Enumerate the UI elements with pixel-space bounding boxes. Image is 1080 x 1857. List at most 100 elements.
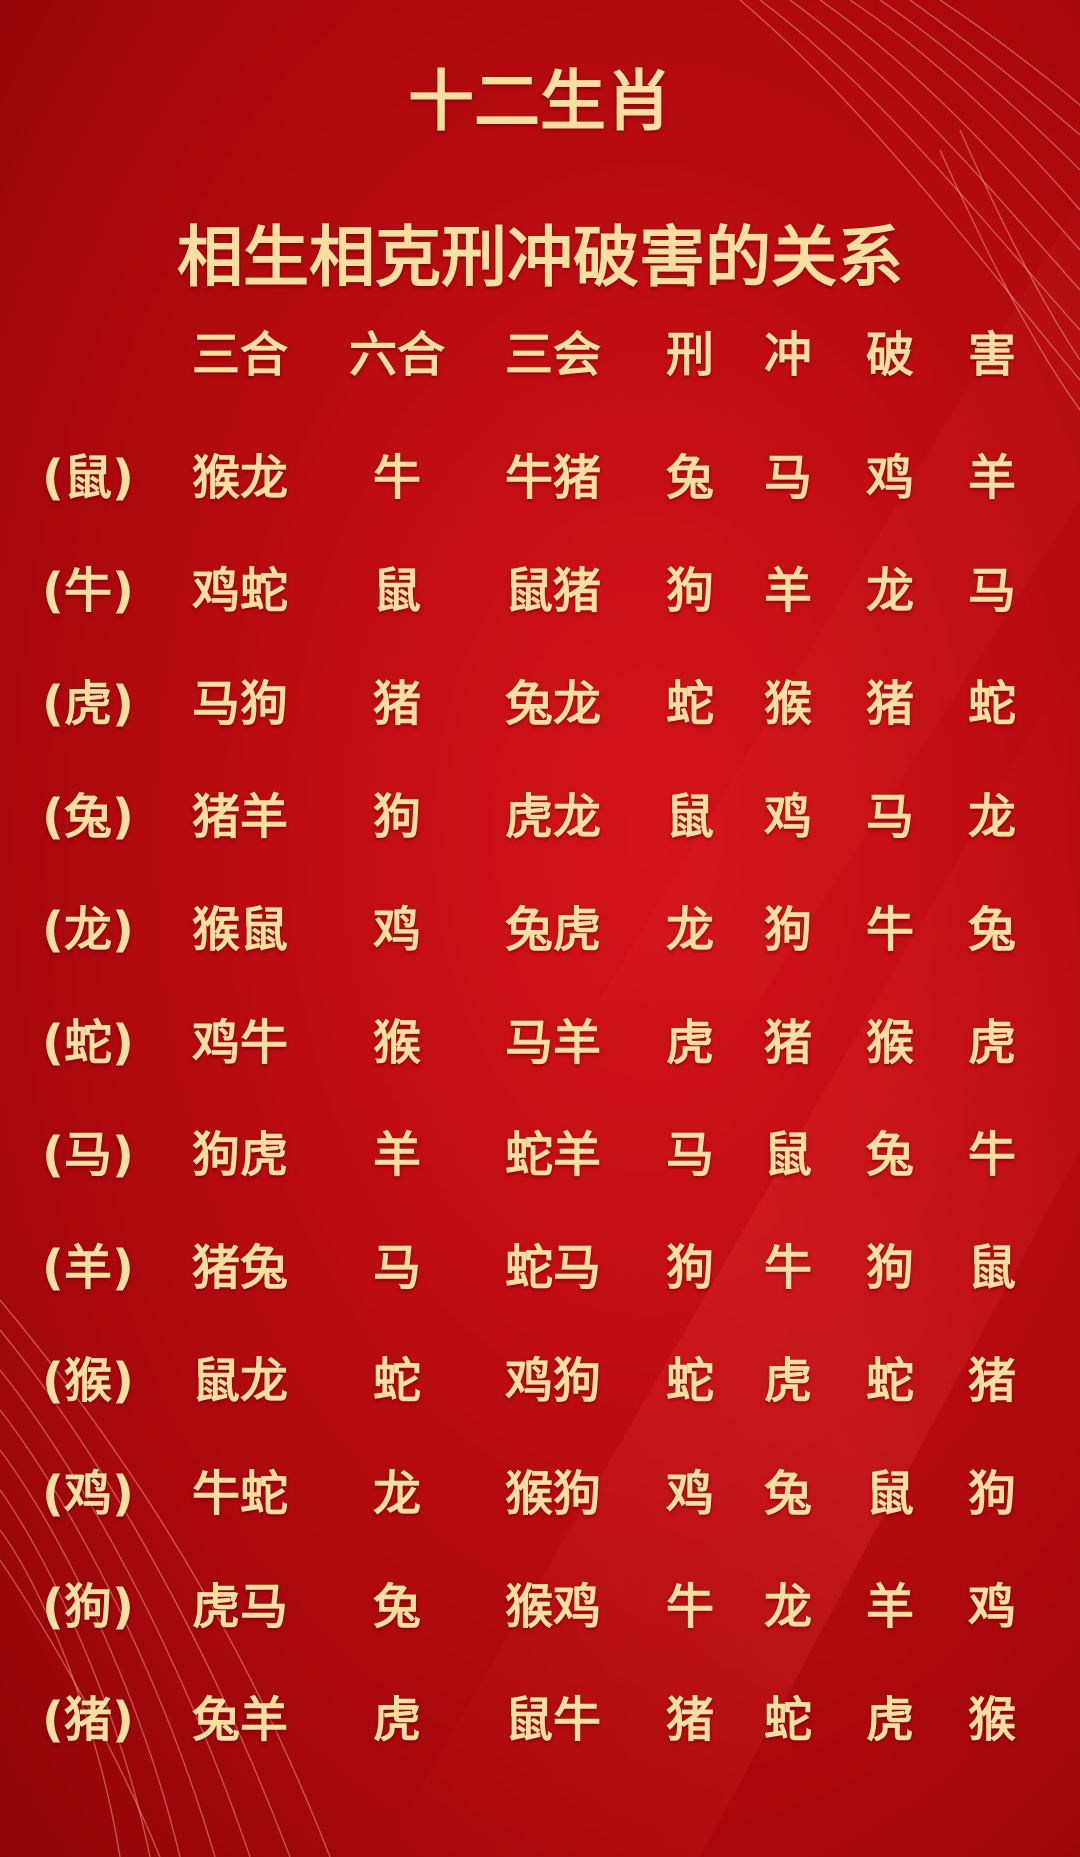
table-cell: 马	[372, 1240, 421, 1297]
table-cell: 兔	[865, 1127, 914, 1184]
table-cell: 虎	[665, 1014, 714, 1071]
table-cell: 兔	[665, 450, 714, 506]
table-cell: 龙	[763, 1579, 812, 1635]
table-cell: 蛇	[665, 675, 714, 732]
table-cell: 马狗	[191, 675, 288, 732]
table-cell: 鼠牛	[504, 1691, 601, 1748]
table-cell: 虎	[763, 1353, 812, 1410]
table-cell: 兔羊	[191, 1691, 288, 1748]
table-cell: 龙	[865, 562, 914, 619]
column-header: 刑	[665, 327, 714, 383]
row-animal-label: (羊)	[42, 1240, 134, 1297]
table-cell: 鼠猪	[504, 562, 601, 619]
table-cell: 猴	[865, 1014, 914, 1071]
table-cell: 狗	[967, 1466, 1016, 1523]
table-cell: 牛	[763, 1240, 812, 1297]
table-cell: 牛	[865, 901, 914, 958]
table-cell: 鸡	[967, 1579, 1016, 1635]
row-animal-label: (牛)	[42, 562, 134, 619]
table-cell: 猪	[372, 675, 421, 732]
row-animal-label: (猪)	[42, 1691, 134, 1748]
row-animal-label: (龙)	[42, 901, 134, 958]
table-cell: 狗	[763, 901, 812, 958]
table-cell: 虎	[372, 1691, 421, 1748]
table-cell: 马羊	[504, 1014, 601, 1071]
table-cell: 兔龙	[504, 675, 601, 732]
table-cell: 鸡	[372, 901, 421, 958]
table-cell: 猴鼠	[191, 901, 288, 958]
column-header: 冲	[763, 327, 812, 383]
table-cell: 蛇	[865, 1353, 914, 1410]
table-cell: 牛蛇	[191, 1466, 288, 1523]
table-cell: 猴	[967, 1691, 1016, 1748]
table-cell: 猪	[967, 1353, 1016, 1410]
row-animal-label: (马)	[42, 1127, 134, 1184]
table-cell: 蛇马	[504, 1240, 601, 1297]
table-cell: 马	[763, 450, 812, 506]
table-cell: 马	[665, 1127, 714, 1184]
table-cell: 蛇	[967, 675, 1016, 732]
table-cell: 鸡牛	[191, 1014, 288, 1071]
table-cell: 猪兔	[191, 1240, 288, 1297]
table-cell: 鸡蛇	[191, 562, 288, 619]
table-cell: 猪	[665, 1691, 714, 1748]
table-cell: 鸡	[665, 1466, 714, 1523]
table-cell: 狗	[372, 788, 421, 845]
table-cell: 狗	[665, 562, 714, 619]
table-cell: 狗	[665, 1240, 714, 1297]
table-cell: 蛇羊	[504, 1127, 601, 1184]
table-cell: 羊	[967, 450, 1016, 506]
table-cell: 蛇	[665, 1353, 714, 1410]
table-cell: 狗虎	[191, 1127, 288, 1184]
table-cell: 鼠	[372, 562, 421, 619]
title-line-1: 十二生肖	[408, 63, 672, 140]
table-cell: 猴	[372, 1014, 421, 1071]
row-animal-label: (鸡)	[42, 1466, 134, 1523]
table-cell: 猪羊	[191, 788, 288, 845]
title-line-2: 相生相克刑冲破害的关系	[177, 219, 903, 296]
row-animal-label: (蛇)	[42, 1014, 134, 1071]
table-cell: 猪	[865, 675, 914, 732]
table-cell: 虎马	[191, 1579, 288, 1635]
table-cell: 鸡狗	[504, 1353, 601, 1410]
table-cell: 蛇	[372, 1353, 421, 1410]
table-cell: 猴鸡	[504, 1579, 601, 1635]
row-animal-label: (狗)	[42, 1579, 134, 1635]
column-header: 六合	[348, 327, 445, 383]
table-cell: 鸡	[763, 788, 812, 845]
table-cell: 马	[865, 788, 914, 845]
table-cell: 鼠	[665, 788, 714, 845]
table-cell: 龙	[967, 788, 1016, 845]
table-cell: 牛	[372, 450, 421, 506]
table-cell: 鼠	[763, 1127, 812, 1184]
table-cell: 牛	[665, 1579, 714, 1635]
table-cell: 羊	[865, 1579, 914, 1635]
table-cell: 龙	[665, 901, 714, 958]
table-cell: 猴	[763, 675, 812, 732]
table-cell: 蛇	[763, 1691, 812, 1748]
table-cell: 兔虎	[504, 901, 601, 958]
table-cell: 鼠	[967, 1240, 1016, 1297]
table-cell: 猴狗	[504, 1466, 601, 1523]
table-cell: 虎	[865, 1691, 914, 1748]
table-cell: 兔	[372, 1579, 421, 1635]
table-cell: 马	[967, 562, 1016, 619]
table-cell: 虎	[967, 1014, 1016, 1071]
table-cell: 虎龙	[504, 788, 601, 845]
table-cell: 牛	[967, 1127, 1016, 1184]
row-animal-label: (鼠)	[42, 450, 134, 506]
table-cell: 鸡	[865, 450, 914, 506]
table-cell: 羊	[372, 1127, 421, 1184]
column-header: 害	[967, 327, 1016, 383]
row-animal-label: (虎)	[42, 675, 134, 732]
table-cell: 狗	[865, 1240, 914, 1297]
table-cell: 猴龙	[191, 450, 288, 506]
table-cell: 兔	[967, 901, 1016, 958]
column-header: 三会	[504, 327, 601, 383]
table-cell: 鼠	[865, 1466, 914, 1523]
column-header: 三合	[191, 327, 288, 383]
table-cell: 猪	[763, 1014, 812, 1071]
table-cell: 牛猪	[504, 450, 601, 506]
